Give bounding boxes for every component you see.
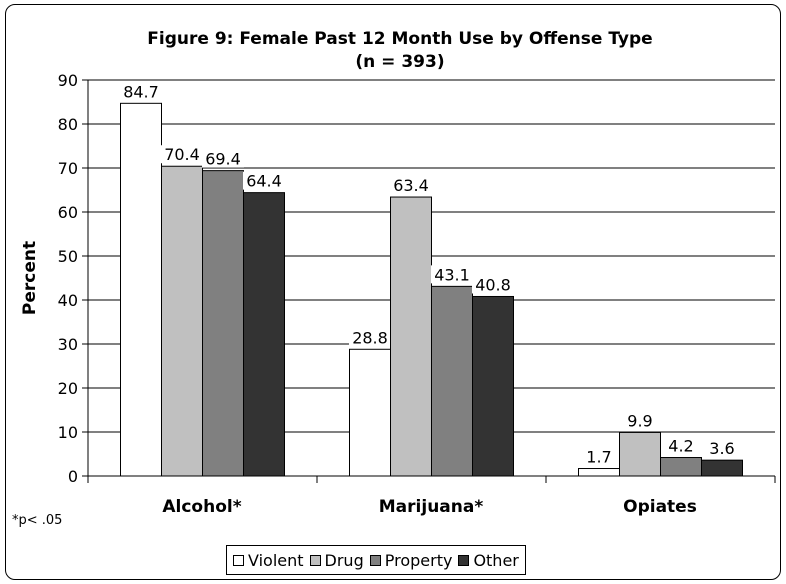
data-label-bg-opiates-other (705, 439, 739, 458)
bar-alcohol-drug (161, 165, 203, 477)
chart-title: Figure 9: Female Past 12 Month Use by Of… (147, 29, 653, 49)
data-label-opiates-other: 3.6 (709, 439, 734, 458)
data-label-alcohol-other: 64.4 (246, 172, 282, 191)
y-tick-label-40: 40 (58, 291, 78, 310)
data-label-bg-opiates-violent (582, 447, 616, 466)
legend-label-property: Property (384, 550, 453, 570)
data-label-bg-opiates-drug (623, 411, 657, 430)
data-label-bg-marijuana-drug (390, 176, 432, 195)
bar-opiates-violent (578, 468, 620, 477)
y-tick-label-20: 20 (58, 379, 78, 398)
category-label-alcohol: Alcohol* (162, 497, 242, 517)
data-label-opiates-violent: 1.7 (586, 448, 611, 467)
data-label-bg-opiates-property (664, 436, 698, 455)
y-axis-label: Percent (20, 240, 40, 316)
data-label-bg-alcohol-property (202, 149, 244, 168)
bar-opiates-property (660, 457, 702, 477)
data-label-alcohol-property: 69.4 (205, 150, 241, 169)
data-label-marijuana-drug: 63.4 (393, 176, 429, 195)
bar-alcohol-property (202, 170, 244, 477)
bar-alcohol-other (243, 192, 285, 477)
bar-marijuana-other (472, 295, 514, 477)
data-label-opiates-property: 4.2 (668, 437, 693, 456)
y-tick-label-50: 50 (58, 247, 78, 266)
data-label-bg-alcohol-violent (120, 82, 162, 101)
bar-marijuana-property (431, 285, 473, 477)
legend-swatch-drug (309, 554, 321, 566)
legend-swatch-violent (233, 554, 244, 566)
data-label-alcohol-violent: 84.7 (123, 82, 159, 101)
legend-item-violent: Violent (233, 551, 304, 570)
legend-swatch-other (458, 554, 470, 566)
legend-label-drug: Drug (324, 550, 364, 570)
data-label-marijuana-other: 40.8 (475, 275, 511, 294)
y-tick-label-30: 30 (58, 335, 78, 354)
footnote: *p< .05 (12, 513, 63, 528)
y-tick-label-0: 0 (68, 467, 78, 486)
bar-opiates-other (701, 459, 743, 477)
chart-legend: Violent Drug Property Other (226, 545, 526, 575)
data-label-bg-marijuana-violent (349, 328, 391, 347)
bar-marijuana-drug (390, 196, 432, 477)
y-tick-label-10: 10 (58, 423, 78, 442)
legend-item-property: Property (369, 550, 453, 570)
data-label-bg-marijuana-property (431, 265, 473, 284)
data-label-bg-alcohol-drug (161, 145, 203, 164)
bar-marijuana-violent (349, 348, 391, 477)
legend-item-other: Other (458, 550, 519, 570)
data-label-bg-alcohol-other (243, 171, 285, 190)
data-label-marijuana-property: 43.1 (434, 265, 470, 284)
legend-label-violent: Violent (248, 550, 304, 570)
legend-swatch-property (369, 554, 381, 566)
bar-opiates-drug (619, 431, 661, 477)
bar-alcohol-violent (120, 102, 162, 477)
y-tick-label-70: 70 (58, 159, 78, 178)
legend-label-other: Other (473, 550, 519, 570)
y-tick-label-60: 60 (58, 203, 78, 222)
category-label-marijuana: Marijuana* (378, 497, 484, 517)
legend-item-drug: Drug (309, 550, 364, 570)
y-tick-label-90: 90 (58, 71, 78, 90)
data-label-alcohol-drug: 70.4 (164, 145, 200, 164)
data-label-opiates-drug: 9.9 (627, 411, 652, 430)
data-label-marijuana-violent: 28.8 (352, 328, 388, 347)
y-tick-label-80: 80 (58, 115, 78, 134)
category-label-opiates: Opiates (623, 497, 697, 517)
chart-subtitle: (n = 393) (355, 52, 445, 72)
data-label-bg-marijuana-other (472, 275, 514, 294)
